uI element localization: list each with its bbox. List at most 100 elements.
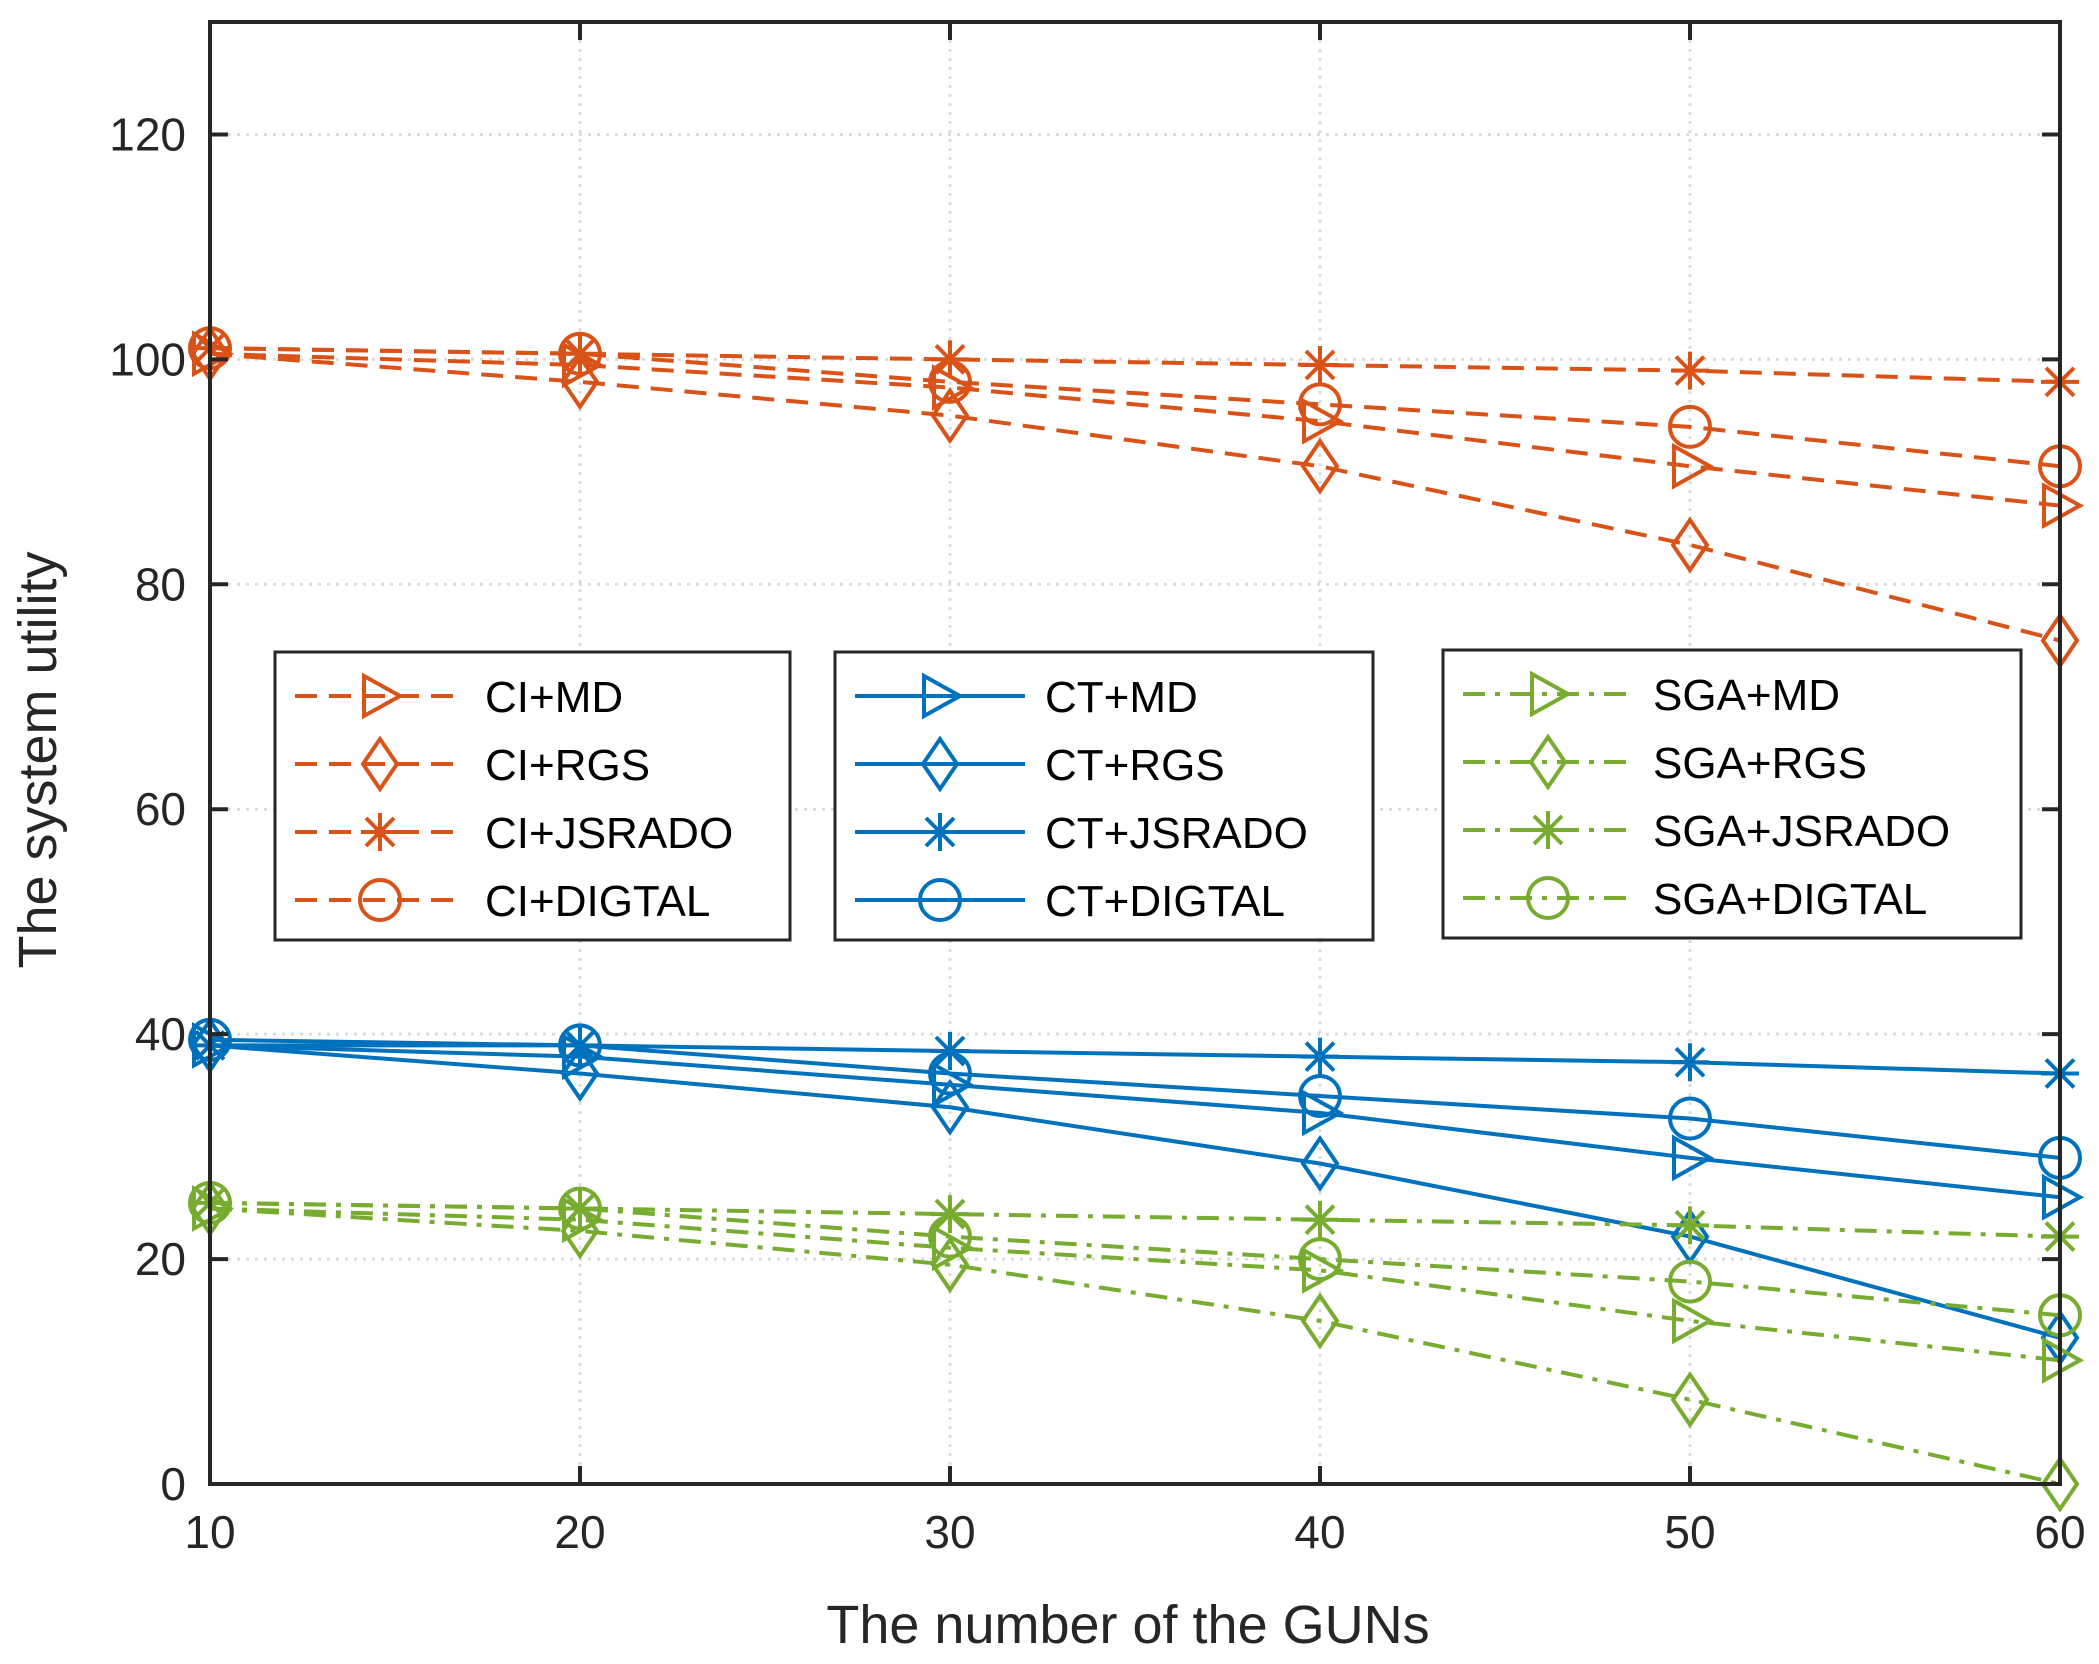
data-point-ct-jsrado: [931, 1032, 969, 1071]
data-point-ci-rgs: [930, 387, 970, 445]
legend-marker-ct-jsrado: [921, 813, 959, 851]
x-tick-label: 20: [554, 1506, 605, 1558]
data-point-ci-digtal: [1298, 382, 1342, 427]
data-point-sga-md: [1672, 1297, 1715, 1345]
x-tick-label: 30: [924, 1506, 975, 1558]
data-point-ct-digtal: [1668, 1096, 1712, 1141]
series-ct-jsrado: [191, 1026, 2079, 1093]
legend-border: [1441, 648, 2023, 940]
data-point-ct-md: [1672, 1134, 1715, 1182]
data-point-ci-md: [1672, 442, 1715, 490]
y-tick-label: 20: [135, 1233, 186, 1285]
data-point-ci-md: [1302, 397, 1345, 445]
legend-label-sga-jsrado: SGA+JSRADO: [1653, 807, 1950, 856]
legend-marker-sga-rgs: [1528, 733, 1568, 791]
y-tick-label: 100: [109, 333, 186, 385]
y-tick-label: 120: [109, 108, 186, 160]
data-point-ci-digtal: [1668, 404, 1712, 449]
series-ci-digtal: [188, 326, 2082, 489]
data-point-ci-jsrado: [931, 340, 969, 379]
data-point-sga-digtal: [928, 1214, 972, 1259]
series-sga-jsrado: [191, 1183, 2079, 1256]
series-line-ct-rgs: [209, 1043, 2061, 1340]
legend-label-ct-rgs: CT+RGS: [1045, 741, 1225, 790]
data-point-ci-rgs: [1670, 516, 1710, 574]
data-point-ct-rgs: [560, 1044, 600, 1103]
data-point-ct-jsrado: [1301, 1037, 1339, 1076]
data-point-ci-jsrado: [1671, 351, 1709, 390]
legend-marker-sga-digtal: [1526, 876, 1570, 920]
series-line-ci-rgs: [209, 351, 2061, 643]
data-point-ci-rgs: [560, 353, 600, 411]
data-point-ct-digtal: [558, 1023, 602, 1068]
data-point-sga-rgs: [930, 1236, 970, 1294]
legend: CI+MD CI+RGS CI+JSRADO CI+DIGTAL CT+MD CT+RGS…: [273, 648, 2023, 942]
legend-box-3: SGA+MD SGA+RGS SGA+JSRADO SGA+DIGTAL: [1441, 648, 2023, 940]
legend-label-ci-digtal: CI+DIGTAL: [485, 877, 710, 926]
legend-marker-ci-rgs: [360, 735, 400, 793]
series-line-ci-digtal: [209, 346, 2061, 469]
x-axis-label: The number of the GUNs: [826, 1595, 1429, 1655]
data-point-sga-digtal: [1668, 1259, 1712, 1304]
data-point-ct-md: [1302, 1089, 1345, 1137]
legend-marker-ct-digtal: [918, 878, 962, 922]
series-line-ct-md: [209, 1043, 2061, 1200]
data-point-ci-jsrado: [561, 334, 599, 373]
series-line-sga-digtal: [209, 1200, 2061, 1318]
y-tick-label: 60: [135, 783, 186, 835]
plot-area-border: [208, 20, 2062, 1486]
data-point-ci-digtal: [558, 331, 602, 376]
legend-label-ci-rgs: CI+RGS: [485, 741, 650, 790]
legend-marker-sga-md: [1530, 670, 1573, 718]
data-point-ci-rgs: [1300, 437, 1340, 495]
data-point-ct-jsrado: [1671, 1043, 1709, 1082]
axes-frame: [208, 20, 2062, 1486]
legend-marker-sga-jsrado: [1529, 811, 1567, 849]
x-tick-label: 40: [1294, 1506, 1345, 1558]
legend-marker-ct-md: [922, 672, 965, 720]
legend-label-ci-jsrado: CI+JSRADO: [485, 809, 733, 858]
series-sga-digtal: [188, 1180, 2082, 1338]
data-point-sga-digtal: [1298, 1237, 1342, 1282]
legend-label-ci-md: CI+MD: [485, 673, 623, 722]
legend-marker-ci-md: [362, 672, 405, 720]
series-ct-rgs: [190, 1016, 2080, 1367]
series-line-ci-md: [209, 351, 2061, 508]
legend-marker-ci-digtal: [358, 878, 402, 922]
series-line-ct-digtal: [209, 1037, 2061, 1160]
data-point-ct-rgs: [930, 1078, 970, 1136]
data-point-sga-rgs: [2040, 1455, 2080, 1513]
legend-label-ct-md: CT+MD: [1045, 673, 1198, 722]
data-point-ct-digtal: [1298, 1074, 1342, 1119]
series-line-sga-jsrado: [209, 1200, 2061, 1239]
data-point-sga-rgs: [1300, 1292, 1340, 1350]
data-point-sga-rgs: [1670, 1371, 1710, 1429]
series-sga-rgs: [190, 1179, 2080, 1513]
legend-box-1: CI+MD CI+RGS CI+JSRADO CI+DIGTAL: [273, 650, 792, 942]
series-ci-jsrado: [191, 329, 2079, 401]
data-point-ct-digtal: [928, 1051, 972, 1096]
y-tick-label: 40: [135, 1008, 186, 1060]
legend-label-sga-rgs: SGA+RGS: [1653, 739, 1867, 788]
y-tick-label: 80: [135, 558, 186, 610]
data-point-sga-jsrado: [561, 1189, 599, 1228]
legend-label-ct-digtal: CT+DIGTAL: [1045, 877, 1285, 926]
series-line-sga-md: [209, 1206, 2061, 1363]
legend-box-2: CT+MD CT+RGS CT+JSRADO CT+DIGTAL: [833, 650, 1375, 942]
legend-marker-ci-jsrado: [361, 813, 399, 851]
series-ci-rgs: [190, 325, 2080, 670]
data-point-sga-jsrado: [931, 1195, 969, 1234]
x-tick-label: 50: [1664, 1506, 1715, 1558]
series-line-sga-rgs: [209, 1206, 2061, 1486]
axis-ticks: 10 20 30 40 50 60 0 20 40 60 80 100 120: [109, 22, 2086, 1558]
legend-label-sga-md: SGA+MD: [1653, 671, 1840, 720]
data-point-sga-jsrado: [1671, 1206, 1709, 1245]
x-tick-label: 10: [184, 1506, 235, 1558]
x-tick-label: 60: [2034, 1506, 2085, 1558]
data-point-sga-digtal: [558, 1186, 602, 1231]
y-tick-label: 0: [160, 1458, 186, 1510]
legend-marker-ct-rgs: [920, 735, 960, 793]
legend-label-sga-digtal: SGA+DIGTAL: [1653, 875, 1927, 924]
data-point-ct-rgs: [1300, 1134, 1340, 1193]
